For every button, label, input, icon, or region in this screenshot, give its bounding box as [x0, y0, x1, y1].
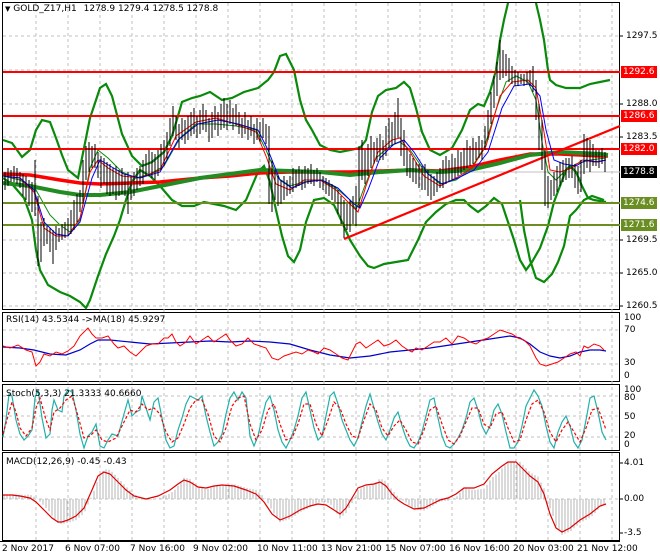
rsi-title: RSI(14) 43.5344 ->MA(18) 45.9297	[6, 315, 166, 325]
price-tick: 1288.0	[626, 99, 658, 109]
rsi-tick: 70	[624, 325, 636, 335]
macd-tick: 4.01	[624, 458, 645, 468]
stoch-tick: 80	[624, 393, 636, 403]
time-label: 9 Nov 02:00	[193, 544, 248, 554]
price-tick: 1269.5	[626, 235, 658, 245]
rsi-line	[2, 327, 605, 367]
price-tick: 1265.0	[626, 268, 658, 278]
stoch-tick: 50	[624, 412, 636, 422]
resistance-tag: 1286.6	[621, 110, 657, 122]
time-label: 15 Nov 07:00	[385, 544, 446, 554]
time-label: 10 Nov 11:00	[257, 544, 318, 554]
support-tag: 1274.6	[621, 197, 657, 209]
price-tick: 1297.5	[626, 31, 658, 41]
time-label: 16 Nov 16:00	[449, 544, 510, 554]
time-label: 20 Nov 03:00	[513, 544, 574, 554]
rsi-tick: 100	[624, 313, 642, 323]
collapse-arrow-icon[interactable]: ▼	[5, 5, 11, 13]
chart-header: ▼ GOLD_Z17,H1 1278.9 1279.4 1278.5 1278.…	[5, 4, 218, 15]
rsi-tick: 0	[624, 371, 630, 381]
time-label: 13 Nov 21:00	[321, 544, 382, 554]
time-label: 21 Nov 12:00	[577, 544, 638, 554]
resistance-tag: 1282.0	[621, 143, 657, 155]
price-tick: 1283.5	[626, 132, 658, 142]
price-bars	[4, 40, 606, 266]
pane-frames	[2, 2, 620, 541]
current-price-tag: 1278.8	[621, 166, 657, 178]
support-tag: 1271.6	[621, 219, 657, 231]
macd-histogram	[3, 462, 605, 535]
x-axis-line	[0, 541, 620, 542]
price-tick: 1260.5	[626, 301, 658, 311]
time-label: 7 Nov 16:00	[130, 544, 185, 554]
macd-signal-line	[3, 461, 607, 533]
time-label: 2 Nov 2017	[2, 544, 54, 554]
macd-tick: -3.5	[624, 528, 642, 538]
ohlc-values: 1278.9 1279.4 1278.5 1278.8	[83, 4, 219, 14]
macd-tick: 0.00	[624, 494, 645, 504]
rsi-ma-line	[2, 335, 607, 359]
stoch-title: Stoch(5,3,3) 21.3333 40.6660	[6, 389, 142, 399]
symbol-label: GOLD_Z17,H1	[13, 4, 77, 14]
rsi-tick: 30	[624, 358, 636, 368]
stoch-k-line	[2, 388, 607, 451]
stoch-tick: 0	[624, 440, 630, 450]
stoch-tick: 100	[624, 385, 642, 395]
trendline	[343, 124, 621, 241]
macd-title: MACD(12,26,9) -0.45 -0.43	[6, 457, 127, 467]
time-label: 6 Nov 07:00	[65, 544, 120, 554]
resistance-tag: 1292.6	[621, 66, 657, 78]
level-lines	[3, 71, 620, 226]
stoch-tick: 20	[624, 431, 636, 441]
axis-ticks	[620, 35, 623, 534]
